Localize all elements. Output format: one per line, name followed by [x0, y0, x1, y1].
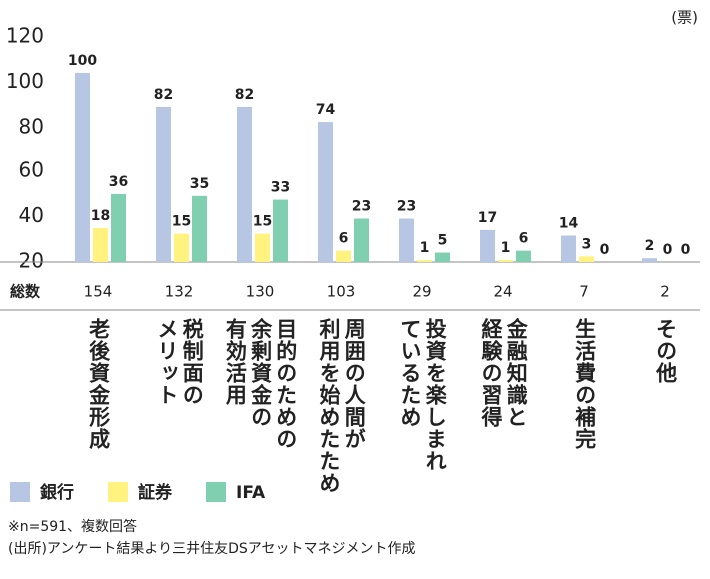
- legend-swatch: [10, 482, 30, 502]
- data-label: 17: [478, 210, 497, 226]
- data-label: 6: [519, 231, 529, 247]
- bar: [399, 218, 414, 262]
- data-label: 82: [235, 87, 254, 103]
- data-label: 3: [582, 236, 592, 252]
- bar: [336, 250, 351, 262]
- data-label: 5: [438, 233, 448, 249]
- total-label: 103: [327, 283, 356, 301]
- bar: [255, 233, 270, 262]
- data-label: 1: [501, 240, 511, 256]
- unit-label: (票): [671, 9, 698, 27]
- data-label: 0: [600, 242, 610, 258]
- bar: [354, 218, 369, 262]
- category-label: 老後資金形成: [86, 318, 111, 450]
- bar: [192, 195, 207, 262]
- data-label: 35: [190, 176, 209, 192]
- bar: [579, 256, 594, 262]
- total-label: 2: [660, 283, 670, 301]
- legend-label: 銀行: [40, 482, 74, 503]
- category-label: 目的のための 余剰資金の 有効活用: [223, 318, 298, 450]
- data-label: 18: [91, 208, 110, 224]
- totals-label: 総数: [10, 283, 41, 301]
- category-label: 周囲の人間が 利用を始めたため: [317, 318, 367, 494]
- y-tick-label: 60: [19, 158, 44, 182]
- category-label: 税制面の メリット: [155, 318, 205, 406]
- bar: [516, 250, 531, 262]
- data-label: 1: [420, 240, 430, 256]
- bar: [93, 227, 108, 262]
- bar: [273, 199, 288, 262]
- bar: [156, 106, 171, 263]
- bar: [480, 229, 495, 262]
- y-tick-label: 80: [19, 114, 44, 138]
- data-label: 2: [645, 238, 655, 254]
- y-tick-label: 20: [19, 249, 44, 273]
- data-label: 15: [172, 214, 191, 230]
- total-label: 29: [412, 283, 431, 301]
- data-label: 33: [271, 180, 290, 196]
- legend-swatch: [108, 482, 128, 502]
- bar: [111, 193, 126, 262]
- data-label: 0: [663, 242, 673, 258]
- data-label: 82: [154, 87, 173, 103]
- bar: [498, 260, 513, 262]
- bar: [417, 260, 432, 262]
- data-label: 100: [68, 53, 97, 69]
- bar: [561, 235, 576, 262]
- category-label: その他: [653, 318, 678, 384]
- data-label: 0: [681, 242, 691, 258]
- y-tick-label: 40: [19, 203, 44, 227]
- bar: [237, 106, 252, 263]
- data-label: 6: [339, 231, 349, 247]
- category-label: 投資を楽しまれ ているため: [398, 318, 448, 472]
- data-label: 74: [316, 102, 336, 118]
- total-label: 130: [246, 283, 275, 301]
- legend-swatch: [206, 482, 226, 502]
- total-label: 24: [493, 283, 512, 301]
- data-label: 14: [559, 216, 579, 232]
- category-label: 金融知識と 経験の習得: [479, 318, 529, 428]
- data-label: 23: [352, 199, 371, 215]
- note: ※n=591、複数回答: [8, 519, 138, 535]
- total-label: 132: [165, 283, 194, 301]
- total-label: 154: [84, 283, 113, 301]
- y-tick-label: 120: [6, 24, 44, 48]
- bar: [318, 122, 333, 262]
- bar: [435, 252, 450, 262]
- bar: [75, 72, 90, 262]
- bar: [642, 258, 657, 262]
- total-label: 7: [579, 283, 589, 301]
- note: (出所)アンケート結果より三井住友DSアセットマネジメント作成: [8, 541, 416, 557]
- data-label: 15: [253, 214, 272, 230]
- legend-label: IFA: [236, 483, 266, 503]
- data-label: 36: [109, 174, 128, 190]
- bar: [174, 233, 189, 262]
- data-label: 23: [397, 199, 416, 215]
- category-label: 生活費の補完: [572, 318, 597, 450]
- y-tick-label: 100: [6, 69, 44, 93]
- legend-label: 証券: [138, 482, 173, 503]
